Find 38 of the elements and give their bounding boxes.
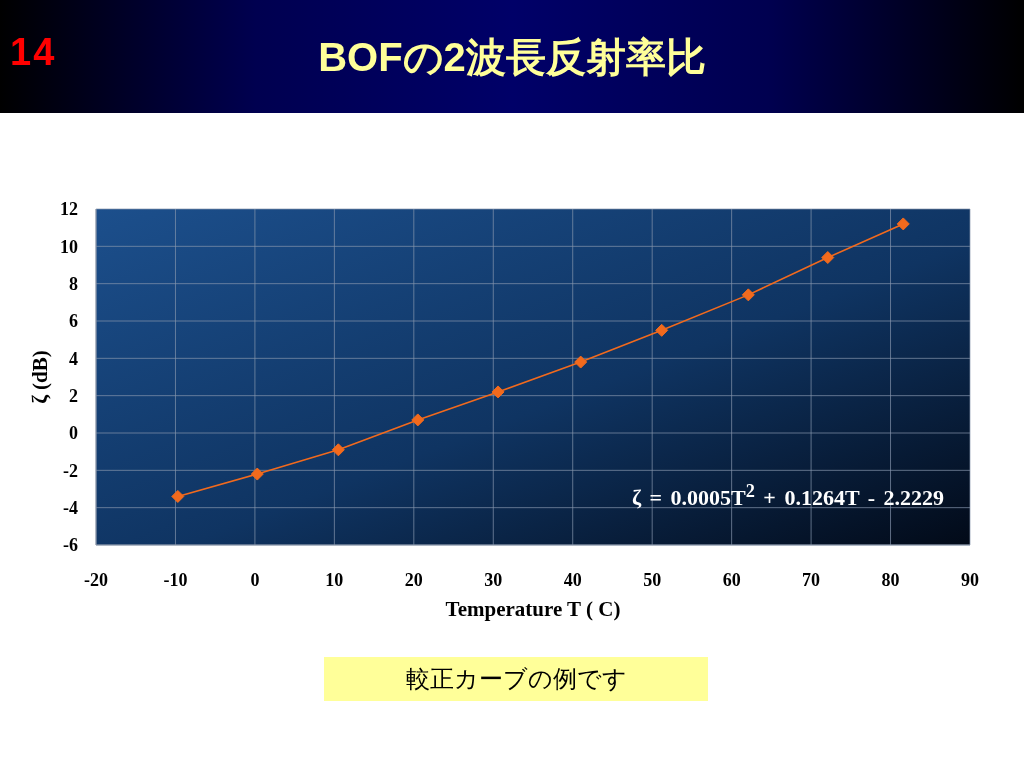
x-tick-label: 70	[802, 569, 821, 590]
point	[821, 251, 835, 265]
y-tick-label: -4	[63, 498, 78, 519]
annotation: ζ = 0.0005T$^{2}$ + 0.1264T - 2.2229	[631, 480, 944, 513]
text: 14	[10, 31, 57, 73]
point	[171, 489, 185, 503]
point	[331, 443, 345, 457]
x-tick-label: -10	[163, 569, 188, 590]
x-tick-label: 50	[643, 569, 662, 590]
y-tick-label: 2	[69, 386, 78, 407]
y-tick-label: -2	[63, 460, 78, 481]
x-tick-label: 10	[325, 569, 344, 590]
chart-title: BOFの2波長反射率比	[318, 35, 706, 79]
y-tick-label: 10	[60, 236, 78, 257]
y-tick-label: 0	[69, 423, 78, 444]
point	[411, 413, 425, 427]
x-tick-label: 60	[722, 569, 741, 590]
x-tick-label: 30	[484, 569, 503, 590]
point	[491, 385, 505, 399]
y-tick-label: -6	[63, 535, 78, 556]
x-tick-label: 90	[961, 569, 979, 590]
x-tick-label: 40	[563, 569, 582, 590]
point	[655, 323, 669, 337]
y-tick-label: 6	[69, 311, 78, 332]
x-axis-title: Temperature T ( C)	[445, 597, 621, 621]
y-tick-label: 12	[60, 199, 78, 220]
point	[574, 355, 588, 369]
x-tick-label: 20	[404, 569, 423, 590]
point	[250, 467, 264, 481]
x-tick-label: -20	[84, 569, 108, 590]
point	[741, 288, 755, 302]
x-tick-label: 0	[250, 569, 260, 590]
text: 較正カーブの例です	[324, 657, 708, 701]
y-tick-label: 4	[69, 348, 78, 369]
x-tick-label: 80	[881, 569, 900, 590]
point	[896, 217, 910, 231]
y-axis-title: ζ (dB)	[28, 350, 53, 404]
y-tick-label: 8	[69, 274, 78, 295]
